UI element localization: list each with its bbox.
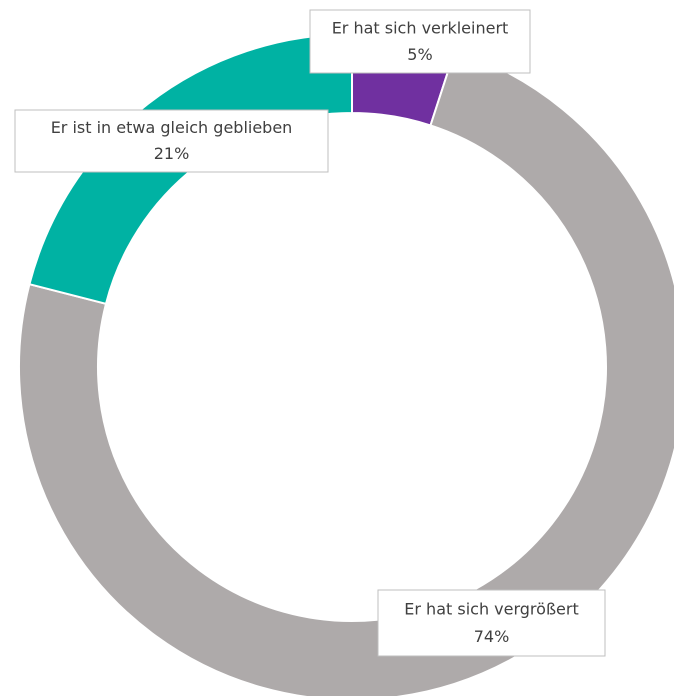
data-label-name: Er hat sich verkleinert	[332, 18, 509, 37]
data-label-box	[377, 589, 606, 657]
data-label-box	[309, 9, 531, 74]
data-label-value: 21%	[154, 144, 190, 163]
data-label-name: Er hat sich vergrößert	[404, 599, 578, 618]
data-label-box	[14, 109, 329, 173]
data-label-name: Er ist in etwa gleich geblieben	[51, 118, 293, 137]
donut-slice	[18, 49, 674, 696]
data-label-value: 74%	[474, 627, 510, 646]
data-label-value: 5%	[407, 45, 432, 64]
